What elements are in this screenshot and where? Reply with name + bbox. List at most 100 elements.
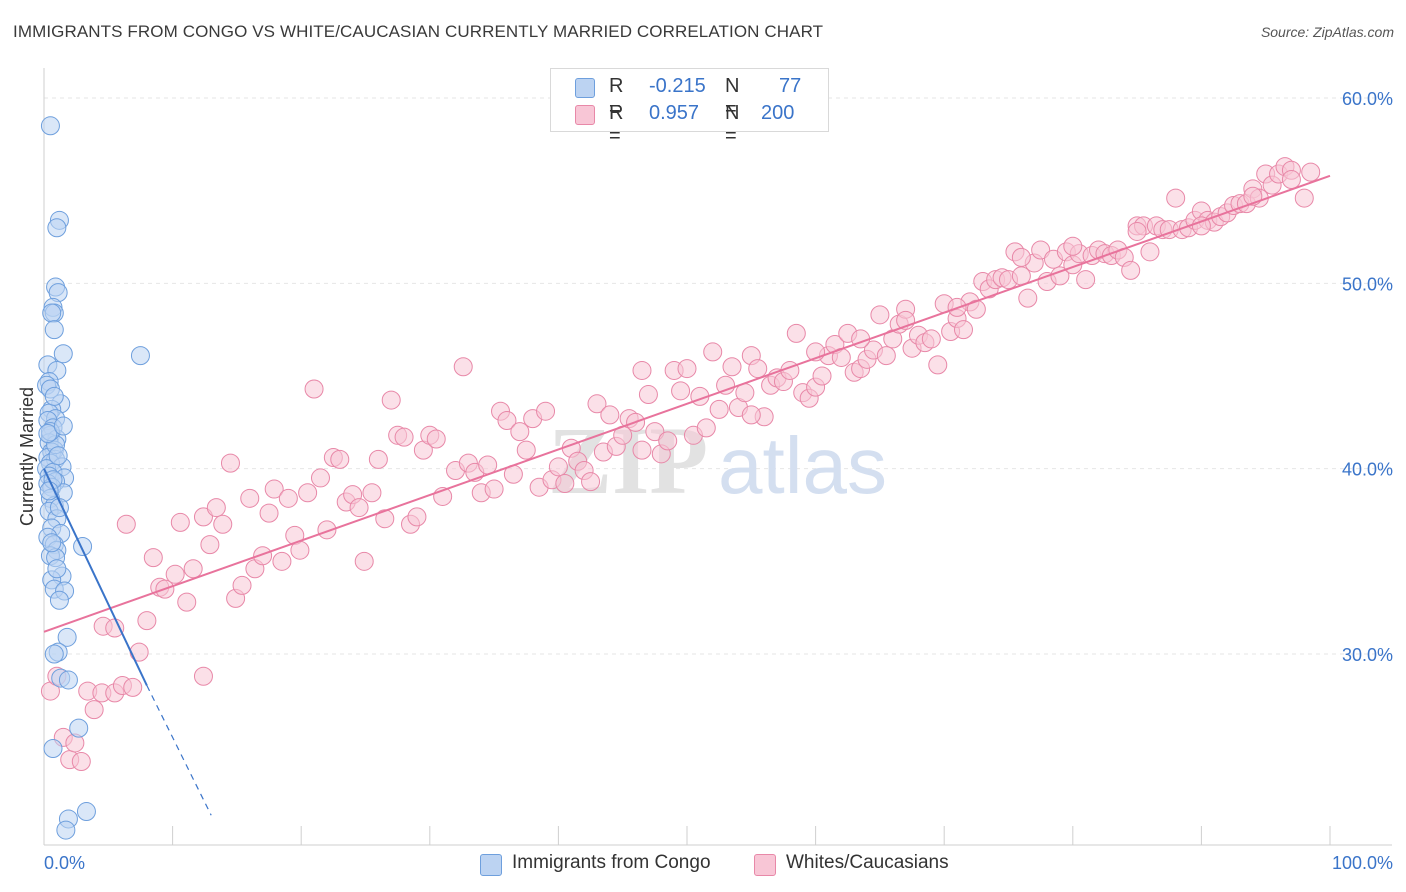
legend-r-label: R = bbox=[609, 102, 624, 147]
y-tick-label: 30.0% bbox=[1342, 645, 1393, 665]
point-whites bbox=[84, 700, 104, 720]
point-whites bbox=[310, 468, 330, 488]
point-whites bbox=[632, 440, 652, 460]
point-whites bbox=[165, 564, 185, 584]
x-tick-label: 0.0% bbox=[44, 853, 85, 873]
point-whites bbox=[1294, 188, 1314, 208]
point-whites bbox=[581, 472, 601, 492]
point-whites bbox=[259, 503, 279, 523]
point-whites bbox=[703, 342, 723, 362]
point-whites bbox=[116, 514, 136, 534]
point-congo bbox=[53, 416, 73, 436]
point-whites bbox=[1031, 240, 1051, 260]
point-whites bbox=[510, 422, 530, 442]
bottom-legend-swatch-whites bbox=[754, 854, 776, 876]
point-congo bbox=[49, 590, 69, 610]
point-whites bbox=[748, 359, 768, 379]
point-whites bbox=[278, 488, 298, 508]
point-congo bbox=[42, 533, 62, 553]
legend-r-value-whites: 0.957 bbox=[649, 102, 700, 124]
point-congo bbox=[42, 303, 62, 323]
point-whites bbox=[658, 431, 678, 451]
gridlines bbox=[44, 97, 1392, 655]
point-whites bbox=[193, 666, 213, 686]
point-whites bbox=[716, 375, 736, 395]
point-congo bbox=[44, 320, 64, 340]
series-whites-points bbox=[40, 157, 1321, 771]
point-whites bbox=[741, 405, 761, 425]
point-whites bbox=[200, 535, 220, 555]
y-tick-labels: 30.0% 40.0% 50.0% 60.0% bbox=[1342, 89, 1393, 665]
bottom-legend-label-whites: Whites/Caucasians bbox=[786, 852, 949, 873]
point-whites bbox=[1281, 170, 1301, 190]
point-congo bbox=[48, 446, 68, 466]
point-congo bbox=[44, 386, 64, 406]
x-tick-label: 100.0% bbox=[1332, 853, 1393, 873]
trend-lines bbox=[43, 174, 1331, 816]
point-whites bbox=[170, 512, 190, 532]
point-whites bbox=[240, 488, 260, 508]
point-whites bbox=[129, 642, 149, 662]
point-whites bbox=[143, 548, 163, 568]
point-whites bbox=[1076, 270, 1096, 290]
point-whites bbox=[105, 618, 125, 638]
point-whites bbox=[786, 323, 806, 343]
point-congo bbox=[53, 344, 73, 364]
legend-n-label: N = bbox=[725, 102, 740, 147]
point-whites bbox=[548, 457, 568, 477]
point-congo bbox=[39, 481, 59, 501]
point-whites bbox=[213, 514, 233, 534]
point-whites bbox=[253, 546, 273, 566]
legend-swatch-congo bbox=[575, 78, 595, 98]
point-whites bbox=[709, 399, 729, 419]
point-whites bbox=[812, 366, 832, 386]
point-whites bbox=[381, 390, 401, 410]
point-congo bbox=[44, 644, 64, 664]
point-whites bbox=[137, 611, 157, 631]
point-whites bbox=[677, 359, 697, 379]
y-tick-label: 50.0% bbox=[1342, 274, 1393, 294]
point-whites bbox=[193, 507, 213, 527]
point-whites bbox=[516, 440, 536, 460]
point-whites bbox=[349, 498, 369, 518]
point-whites bbox=[272, 551, 292, 571]
point-whites bbox=[264, 479, 284, 499]
legend-n-label: N = bbox=[725, 75, 740, 120]
trend-line-whites bbox=[43, 174, 1331, 633]
point-whites bbox=[696, 418, 716, 438]
point-congo bbox=[40, 116, 60, 136]
point-whites bbox=[632, 360, 652, 380]
source-label: Source: ZipAtlas.com bbox=[1260, 24, 1394, 40]
x-tick-labels: 0.0% 100.0% bbox=[44, 853, 1393, 873]
point-whites bbox=[953, 320, 973, 340]
point-whites bbox=[394, 427, 414, 447]
series-congo-points bbox=[37, 116, 150, 840]
point-whites bbox=[1301, 162, 1321, 182]
point-congo bbox=[38, 423, 58, 443]
point-whites bbox=[870, 305, 890, 325]
point-whites bbox=[1121, 260, 1141, 280]
watermark-atlas: atlas bbox=[718, 421, 887, 510]
trend-line-congo-extension bbox=[146, 685, 212, 816]
point-whites bbox=[1018, 288, 1038, 308]
point-whites bbox=[354, 551, 374, 571]
point-congo bbox=[43, 739, 63, 759]
point-whites bbox=[206, 498, 226, 518]
point-whites bbox=[177, 592, 197, 612]
point-whites bbox=[536, 401, 556, 421]
legend-n-value-congo: 77 bbox=[779, 75, 802, 97]
legend-r-value-congo: -0.215 bbox=[649, 75, 706, 97]
point-whites bbox=[183, 559, 203, 579]
point-whites bbox=[1127, 221, 1147, 241]
point-whites bbox=[600, 405, 620, 425]
point-whites bbox=[1050, 266, 1070, 286]
point-whites bbox=[426, 429, 446, 449]
point-whites bbox=[220, 453, 240, 473]
point-whites bbox=[330, 449, 350, 469]
point-whites bbox=[368, 449, 388, 469]
legend-swatch-whites bbox=[575, 105, 595, 125]
point-whites bbox=[232, 575, 252, 595]
point-congo bbox=[76, 802, 96, 822]
point-whites bbox=[453, 357, 473, 377]
